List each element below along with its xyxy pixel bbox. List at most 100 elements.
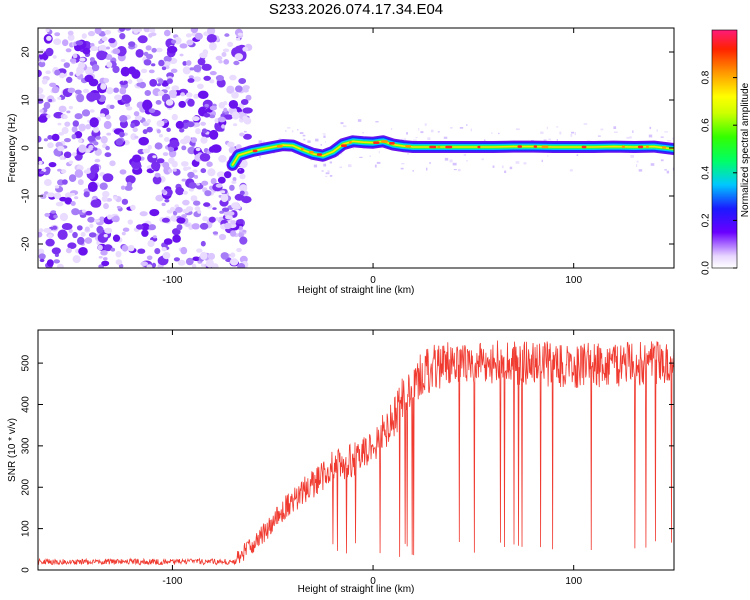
noise-blob (235, 85, 243, 93)
noise-blob (201, 128, 208, 134)
noise-blob (191, 116, 200, 122)
noise-blob (181, 161, 189, 167)
noise-blob (68, 105, 73, 110)
noise-speck (320, 144, 322, 146)
noise-blob (223, 107, 228, 113)
noise-blob (93, 141, 99, 146)
noise-blob (209, 114, 216, 119)
noise-blob (238, 78, 247, 84)
noise-speck (444, 157, 449, 161)
noise-blob (188, 75, 194, 79)
noise-blob (137, 35, 148, 44)
noise-blob (156, 120, 165, 127)
noise-blob (190, 137, 198, 143)
noise-blob (94, 158, 101, 163)
noise-speck (672, 137, 674, 140)
noise-blob (231, 91, 239, 99)
noise-blob (115, 138, 124, 146)
noise-blob (43, 228, 52, 233)
noise-speck (638, 169, 643, 172)
noise-speck (429, 162, 431, 165)
colorbar-tick-label: 0.8 (701, 70, 712, 84)
noise-blob (103, 120, 112, 130)
noise-blob (215, 75, 224, 81)
y-tick-label: 10 (21, 94, 32, 106)
noise-blob (54, 185, 60, 189)
trace-peak (637, 145, 644, 149)
noise-blob (96, 225, 104, 234)
noise-blob (105, 114, 111, 120)
noise-blob (120, 66, 130, 77)
noise-blob (199, 52, 208, 59)
trace-peak (276, 145, 283, 148)
noise-blob (242, 46, 249, 52)
noise-blob (140, 68, 148, 74)
noise-speck (515, 161, 520, 164)
noise-blob (165, 99, 174, 106)
noise-blob (199, 153, 211, 162)
noise-speck (239, 169, 241, 171)
noise-blob (90, 164, 100, 174)
noise-blob (40, 59, 45, 63)
noise-blob (57, 96, 62, 100)
noise-speck (321, 170, 324, 172)
noise-blob (108, 37, 116, 44)
noise-speck (636, 160, 639, 163)
noise-blob (134, 115, 143, 121)
noise-speck (660, 159, 664, 162)
noise-blob (89, 223, 94, 228)
noise-speck (515, 128, 520, 131)
noise-speck (401, 163, 405, 165)
noise-blob (140, 261, 148, 267)
noise-blob (200, 121, 207, 126)
noise-blob (197, 90, 209, 100)
noise-blob (223, 59, 230, 65)
noise-blob (121, 231, 126, 236)
noise-blob (220, 193, 229, 203)
noise-blob (79, 57, 86, 62)
noise-blob (190, 195, 198, 202)
noise-blob (242, 115, 248, 121)
noise-blob (164, 29, 171, 37)
noise-blob (99, 182, 108, 190)
noise-blob (124, 28, 132, 31)
noise-speck (343, 125, 347, 128)
noise-blob (230, 220, 237, 225)
noise-blob (84, 226, 90, 232)
trace-peak (437, 145, 441, 149)
noise-blob (181, 145, 187, 151)
noise-speck (649, 126, 652, 130)
figure-title: S233.2026.074.17.34.E04 (269, 1, 443, 18)
noise-speck (315, 138, 319, 142)
noise-speck (459, 127, 464, 129)
spectrogram-y-ticks: -20 -10 0 10 20 (21, 46, 674, 251)
noise-blob (203, 113, 211, 118)
noise-blob (50, 210, 57, 214)
noise-blob (155, 100, 162, 105)
noise-blob (171, 39, 177, 44)
noise-blob (158, 59, 165, 67)
noise-blob (105, 145, 110, 151)
noise-blob (106, 132, 112, 136)
noise-blob (104, 227, 113, 234)
noise-blob (201, 180, 209, 186)
noise-blob (61, 39, 69, 47)
noise-blob (168, 89, 177, 97)
trace-peak (477, 145, 481, 149)
noise-blob (112, 234, 121, 242)
noise-blob (78, 247, 88, 256)
noise-speck (613, 126, 617, 129)
noise-blob (47, 142, 54, 149)
noise-blob (72, 255, 81, 264)
noise-blob (85, 66, 94, 76)
noise-blob (104, 29, 112, 35)
noise-blob (170, 206, 176, 212)
noise-blob (75, 40, 84, 46)
noise-blob (163, 137, 170, 142)
noise-blob (233, 123, 238, 127)
noise-blob (113, 87, 119, 93)
noise-blob (148, 108, 156, 114)
x-tick-label: 100 (565, 576, 582, 587)
noise-blob (43, 101, 51, 109)
noise-speck (660, 136, 664, 138)
